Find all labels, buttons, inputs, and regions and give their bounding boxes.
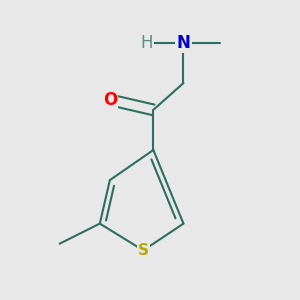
Text: N: N — [176, 34, 190, 52]
Text: O: O — [103, 91, 117, 109]
Text: S: S — [138, 243, 149, 258]
Text: H: H — [140, 34, 153, 52]
